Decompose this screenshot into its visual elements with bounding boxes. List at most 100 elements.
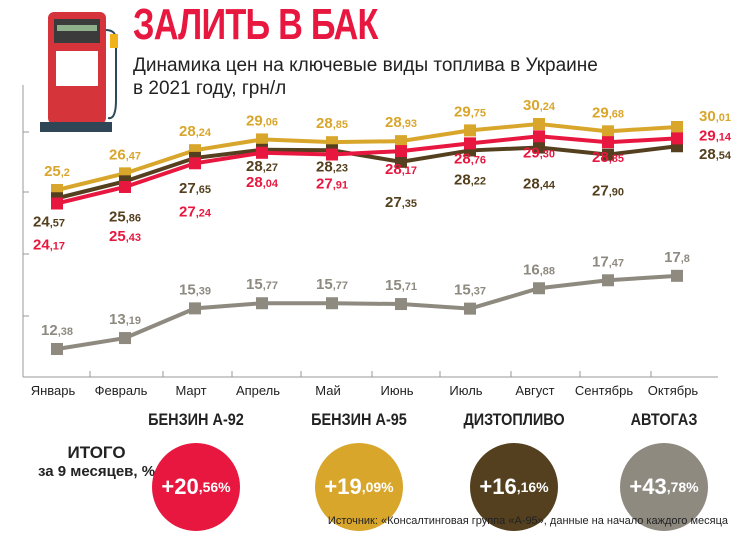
x-tick-label: Май — [315, 383, 341, 398]
x-tick-label: Февраль — [94, 383, 148, 398]
data-label: 27,35 — [385, 194, 417, 211]
data-label: 29,14 — [699, 127, 732, 144]
x-tick-label: Август — [515, 383, 555, 398]
data-point — [464, 137, 476, 150]
total-int: +20 — [161, 474, 199, 499]
data-label: 28,76 — [454, 150, 486, 167]
total-change-badge: +19,09% — [315, 443, 403, 531]
data-point — [671, 132, 683, 145]
total-dec: ,56% — [198, 479, 231, 495]
data-label: 28,93 — [385, 114, 417, 131]
data-label: 28,27 — [246, 158, 278, 175]
totals-label: ИТОГО за 9 месяцев, % — [38, 443, 155, 480]
data-label: 25,43 — [109, 228, 141, 245]
series-line — [56, 144, 678, 201]
total-change-badge: +20,56% — [152, 443, 240, 531]
data-label: 25,2 — [44, 163, 70, 180]
data-point — [119, 332, 131, 345]
data-label: 27,90 — [592, 183, 624, 200]
series-line — [56, 273, 678, 351]
x-tick-label: Апрель — [235, 383, 281, 398]
total-int: +19 — [324, 474, 362, 499]
data-label: 28,04 — [246, 174, 279, 191]
data-label: 28,85 — [316, 115, 348, 132]
page-title: ЗАЛИТЬ В БАК — [133, 0, 378, 49]
data-label: 16,88 — [523, 261, 555, 278]
data-label: 29,06 — [246, 112, 278, 129]
data-point — [464, 302, 476, 315]
data-point — [464, 124, 476, 137]
series-1: 24,57 25,86 27,65 28,27 28,23 27,35 28,22 28,44… — [33, 140, 732, 230]
data-point — [671, 120, 683, 133]
series-2: 24,17 25,43 27,24 28,04 27,91 28,17 28,76 29,30… — [33, 127, 732, 253]
series-line — [56, 134, 678, 206]
total-int: +43 — [629, 474, 667, 499]
data-point — [395, 145, 407, 158]
data-point — [533, 117, 545, 130]
data-label: 28,17 — [385, 161, 417, 178]
x-tick-label: Январь — [30, 383, 76, 398]
subtitle-line-2: в 2021 году, грн/л — [133, 78, 287, 99]
data-label: 28,24 — [179, 123, 212, 140]
source-note: Источник: «Консалтинговая группа «А-95»,… — [327, 515, 728, 527]
total-dec: ,16% — [516, 479, 549, 495]
fuel-name: АВТОГАЗ — [630, 410, 698, 429]
data-point — [671, 269, 683, 282]
data-label: 25,86 — [109, 208, 141, 225]
total-change-badge: +16,16% — [470, 443, 558, 531]
x-tick-label: Июль — [449, 383, 483, 398]
data-label: 12,38 — [41, 322, 73, 339]
data-label: 15,71 — [385, 277, 417, 294]
data-point — [51, 343, 63, 355]
data-point — [119, 180, 131, 193]
data-label: 28,23 — [316, 158, 348, 175]
data-point — [602, 148, 614, 161]
data-label: 27,24 — [179, 203, 212, 220]
total-int: +16 — [479, 474, 517, 499]
series-0: 25,2 26,47 28,24 29,06 28,85 28,93 29,75 30,24 2… — [44, 97, 731, 196]
data-label: 27,91 — [316, 175, 348, 192]
x-tick-label: Сентябрь — [574, 383, 634, 398]
total-change-badge: +43,78% — [620, 443, 708, 531]
data-label: 24,17 — [33, 236, 65, 253]
subtitle-line-1: Динамика цен на ключевые виды топлива в … — [133, 55, 598, 76]
fuel-pump-icon — [40, 12, 118, 132]
data-label: 28,54 — [699, 146, 732, 163]
data-point — [395, 298, 407, 311]
data-point — [533, 282, 545, 295]
data-label: 29,75 — [454, 103, 486, 120]
x-tick-label: Март — [175, 383, 207, 398]
totals-label-line-1: ИТОГО — [67, 443, 126, 462]
data-point — [256, 297, 268, 310]
x-tick-label: Октябрь — [647, 383, 699, 398]
totals-label-line-2: за 9 месяцев, % — [38, 463, 156, 480]
data-label: 15,77 — [246, 276, 278, 293]
total-dec: ,09% — [361, 479, 394, 495]
data-label: 13,19 — [109, 311, 141, 328]
data-point — [189, 302, 201, 315]
data-point — [256, 146, 268, 159]
data-label: 28,22 — [454, 171, 486, 188]
fuel-name: БЕНЗИН А-92 — [148, 410, 244, 429]
data-point — [602, 136, 614, 149]
data-label: 27,65 — [179, 180, 211, 197]
data-label: 29,30 — [523, 144, 555, 161]
data-label: 15,37 — [454, 282, 486, 299]
data-label: 17,8 — [664, 249, 690, 266]
total-dec: ,78% — [666, 479, 699, 495]
data-label: 28,44 — [523, 176, 556, 193]
subtitle: Динамика цен на ключевые виды топлива в … — [133, 54, 598, 100]
data-label: 15,39 — [179, 281, 211, 298]
fuel-name: БЕНЗИН А-95 — [311, 410, 407, 429]
series-line — [56, 121, 678, 192]
data-point — [395, 135, 407, 148]
data-label: 26,47 — [109, 146, 141, 163]
data-point — [326, 148, 338, 161]
data-label: 29,68 — [592, 104, 624, 121]
data-label: 28,85 — [592, 149, 624, 166]
x-tick-label: Июнь — [380, 383, 414, 398]
data-point — [533, 141, 545, 154]
data-label: 30,01 — [699, 108, 731, 125]
